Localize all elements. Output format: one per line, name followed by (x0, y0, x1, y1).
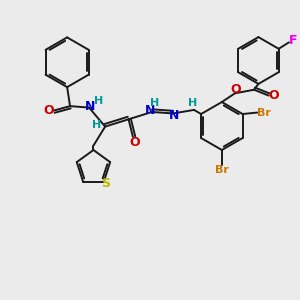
Text: N: N (85, 100, 95, 113)
Text: O: O (129, 136, 140, 149)
Text: N: N (168, 109, 179, 122)
Text: Br: Br (257, 108, 271, 118)
Text: H: H (188, 98, 197, 108)
Text: H: H (92, 120, 102, 130)
Text: O: O (268, 89, 279, 102)
Text: F: F (289, 34, 298, 46)
Text: H: H (94, 96, 103, 106)
Text: H: H (150, 98, 159, 108)
Text: Br: Br (215, 166, 229, 176)
Text: O: O (44, 104, 54, 117)
Text: O: O (230, 83, 241, 96)
Text: S: S (101, 177, 110, 190)
Text: N: N (145, 104, 156, 117)
